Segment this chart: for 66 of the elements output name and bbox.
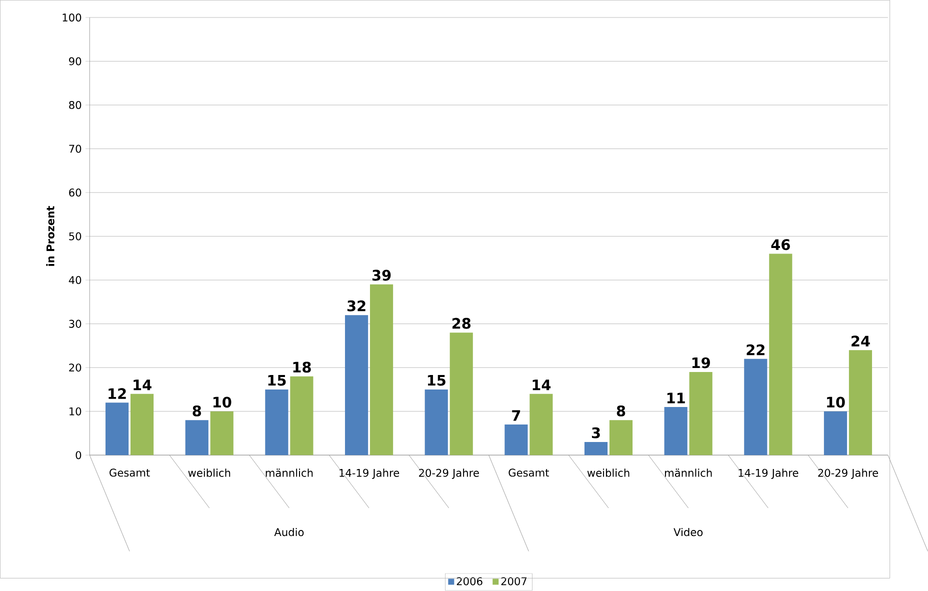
bar	[769, 254, 792, 456]
data-label: 39	[372, 270, 391, 281]
bar	[504, 424, 528, 456]
data-label: 14	[532, 380, 551, 390]
data-label: 3	[592, 427, 600, 438]
bar	[185, 420, 208, 456]
bar	[106, 402, 129, 456]
y-tick-label: 60	[69, 188, 82, 197]
y-tick-label: 20	[69, 364, 82, 372]
x-tick-label: weiblich	[587, 468, 630, 477]
text: Audio	[274, 528, 304, 536]
bar	[689, 372, 712, 456]
data-label: 10	[827, 396, 845, 408]
bar	[848, 350, 872, 456]
y-tick-label: 50	[69, 232, 82, 240]
y-tick-label: 80	[69, 101, 82, 110]
bar	[370, 284, 394, 456]
data-label: 8	[192, 406, 201, 416]
x-tick-label: Gesamt	[110, 468, 150, 477]
x-tick-label: 14-19 Jahre	[340, 468, 400, 479]
bar	[744, 358, 768, 456]
bar	[210, 411, 234, 456]
data-label: 7	[512, 410, 520, 421]
data-label: 46	[771, 239, 790, 250]
x-tick-label: 14-19 Jahre	[738, 468, 798, 479]
x-tick-label: 20-29 Jahre	[419, 468, 479, 479]
y-tick-label: 0	[76, 451, 82, 460]
y-tick-label: 100	[62, 14, 82, 22]
data-label: 24	[852, 336, 870, 346]
data-label: 11	[667, 392, 685, 404]
text: Video	[674, 528, 703, 536]
y-tick-label: 70	[69, 144, 82, 153]
bar	[424, 390, 448, 456]
data-label: 19	[692, 357, 710, 368]
y-tick-label: 90	[69, 57, 82, 66]
data-label: 22	[746, 344, 764, 356]
data-label: 15	[428, 375, 446, 386]
bar	[664, 407, 688, 456]
bar	[609, 420, 633, 456]
data-label: 15	[268, 375, 286, 386]
y-tick-label: 40	[68, 276, 82, 284]
x-tick-label: weiblich	[188, 468, 230, 477]
x-tick-label: 20-29 Jahre	[818, 468, 878, 479]
y-axis-title: in Prozent	[46, 206, 54, 266]
x-tick-label: männlich	[665, 468, 712, 477]
bar	[130, 394, 154, 456]
y-tick-label: 30	[69, 320, 82, 328]
x-tick-label: Gesamt	[508, 468, 550, 477]
legend-label: 2007	[501, 577, 527, 586]
data-label: 14	[134, 380, 152, 390]
legend-label: 2006	[456, 577, 482, 586]
data-label: 28	[452, 318, 470, 329]
bar	[344, 315, 368, 456]
bar	[450, 332, 473, 456]
bar	[290, 376, 314, 456]
y-tick-label: 10	[70, 407, 82, 416]
data-label: 18	[293, 362, 311, 373]
bar	[530, 394, 553, 456]
bar	[584, 442, 608, 456]
data-label: 10	[213, 396, 232, 408]
data-label: 32	[347, 300, 366, 312]
data-label: 12	[108, 388, 126, 399]
bar	[824, 411, 848, 456]
bar	[265, 390, 288, 456]
x-tick-label: männlich	[266, 468, 313, 477]
data-label: 8	[616, 406, 626, 416]
